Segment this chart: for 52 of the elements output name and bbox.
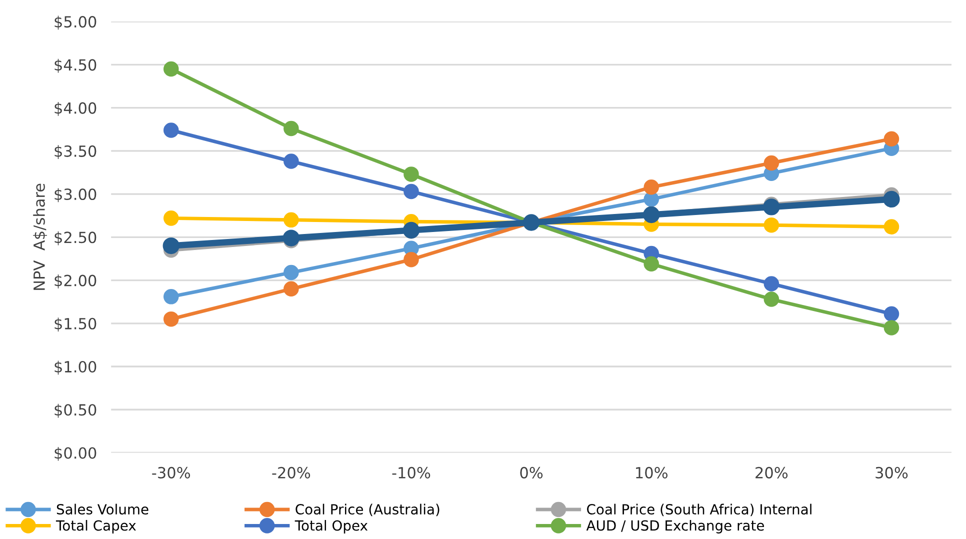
point [763, 198, 780, 216]
legend-label: Coal Price (Australia) [296, 504, 440, 516]
point [163, 122, 179, 138]
point [764, 292, 780, 307]
point [163, 210, 179, 226]
point [404, 184, 419, 200]
y-tick-label: $0.50 [54, 404, 96, 418]
y-tick-label: $2.00 [54, 274, 96, 288]
x-tick-label: 10% [636, 466, 668, 478]
point [644, 256, 659, 272]
x-tick-label: -10% [392, 466, 430, 478]
x-tick-label: 20% [756, 466, 788, 478]
y-tick-label: $1.50 [54, 318, 96, 332]
y-tick-label: $4.00 [54, 102, 96, 116]
x-tick-label: -30% [152, 466, 190, 478]
x-tick-label: 0% [520, 466, 543, 478]
point [284, 212, 299, 228]
point [284, 264, 299, 280]
point [284, 281, 299, 297]
point [884, 306, 900, 322]
y-tick-label: $1.00 [54, 360, 96, 375]
y-tick-label: $3.50 [54, 145, 96, 159]
y-tick-label: $5.00 [54, 16, 96, 30]
point [162, 237, 180, 254]
point [404, 252, 419, 268]
y-tick-label: $4.50 [54, 58, 96, 73]
point [163, 61, 179, 77]
legend-label: Total Opex [294, 520, 368, 534]
point [883, 190, 900, 208]
x-tick-label: 30% [876, 466, 908, 478]
x-tick-label: -20% [272, 466, 310, 478]
y-tick-label: $2.50 [54, 231, 96, 246]
point [284, 120, 299, 136]
point [764, 217, 780, 233]
point [764, 155, 780, 171]
point [163, 289, 179, 304]
point [884, 219, 900, 234]
legend-label: AUD / USD Exchange rate [586, 520, 764, 534]
legend-label: Sales Volume [56, 504, 148, 515]
point [284, 154, 299, 169]
point [404, 166, 419, 182]
point [644, 180, 659, 195]
y-tick-label: $3.00 [54, 188, 96, 202]
point [282, 230, 300, 246]
point [884, 320, 900, 336]
point [764, 276, 780, 292]
legend-label: Coal Price (South Africa) Internal [587, 504, 812, 516]
y-tick-label: $0.00 [54, 446, 96, 461]
legend-label: Total Capex [56, 520, 136, 534]
point [884, 131, 900, 146]
y-axis-title: NPV A$/share [33, 184, 47, 290]
point [163, 311, 179, 327]
